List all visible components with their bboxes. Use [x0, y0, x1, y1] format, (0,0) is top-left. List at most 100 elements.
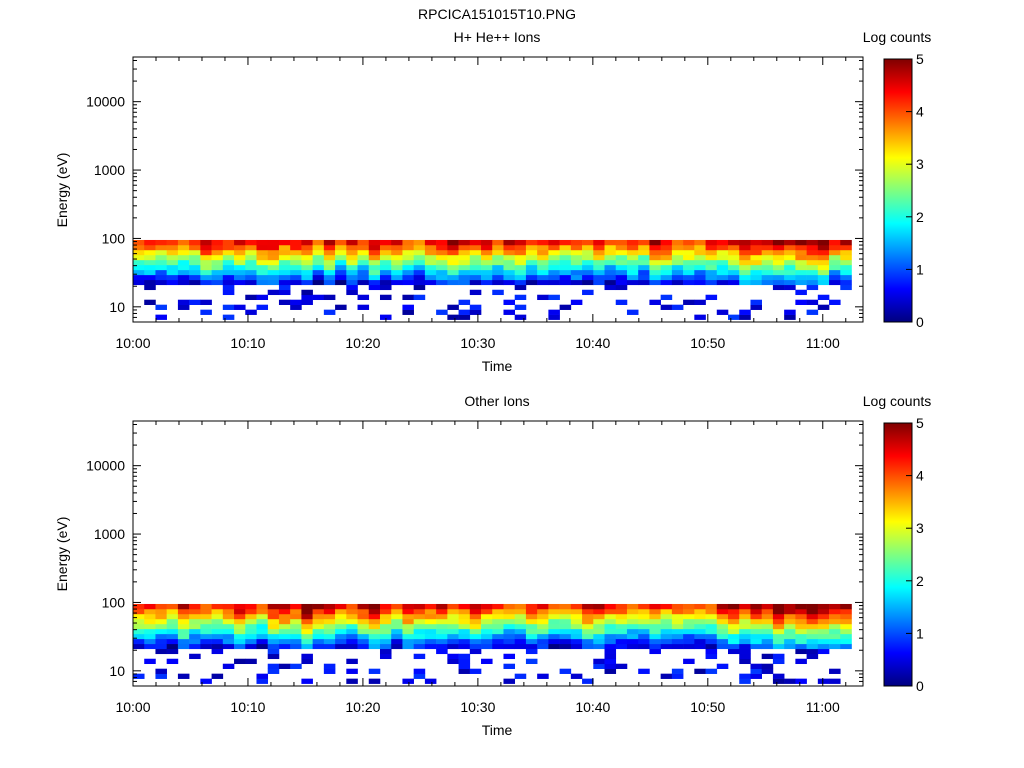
heatmap-cell — [234, 264, 246, 271]
heatmap-cell — [177, 618, 190, 625]
heatmap-cell — [245, 279, 257, 286]
heatmap-cell — [267, 618, 280, 625]
heatmap-cell — [537, 269, 549, 276]
heatmap-cell — [301, 638, 313, 645]
heatmap-cell — [481, 613, 493, 620]
heatmap-cell — [301, 279, 313, 286]
heatmap-cell — [290, 613, 302, 620]
heatmap-cell — [784, 239, 796, 246]
colorbar-gradient — [883, 58, 913, 323]
heatmap-cell — [728, 314, 740, 320]
heatmap-cell — [829, 269, 841, 276]
heatmap-cell — [829, 608, 841, 615]
panel-title: H+ He++ Ions — [454, 29, 541, 45]
heatmap-cell — [200, 269, 212, 276]
heatmap-cell — [660, 269, 673, 276]
heatmap-cell — [368, 618, 381, 625]
heatmap-cell — [166, 264, 179, 271]
heatmap-cell — [312, 269, 325, 276]
heatmap-cell — [234, 239, 246, 246]
heatmap-cell — [391, 264, 403, 271]
heatmap-cell — [649, 633, 661, 640]
heatmap-cell — [604, 658, 617, 665]
heatmap-cell — [189, 254, 201, 261]
heatmap-cell — [537, 628, 549, 635]
heatmap-cell — [368, 603, 381, 610]
heatmap-cell — [728, 633, 740, 640]
heatmap-cell — [772, 638, 785, 645]
heatmap-cell — [604, 618, 617, 625]
heatmap-cell — [660, 274, 673, 281]
heatmap-cell — [582, 269, 594, 276]
heatmap-cell — [750, 608, 762, 615]
heatmap-cell — [649, 623, 661, 630]
heatmap-cell — [638, 249, 650, 256]
heatmap-cell — [840, 613, 852, 620]
heatmap-cell — [357, 618, 370, 625]
heatmap-cell — [413, 628, 426, 635]
heatmap-cell — [626, 274, 639, 281]
heatmap-cell — [761, 628, 774, 635]
heatmap-cell — [335, 269, 347, 276]
heatmap-cell — [335, 254, 347, 261]
heatmap-cell — [795, 638, 807, 645]
heatmap-cell — [144, 259, 156, 266]
heatmap-cell — [514, 284, 527, 291]
heatmap-cell — [772, 658, 785, 665]
heatmap-cell — [368, 668, 381, 674]
heatmap-cell — [750, 638, 762, 645]
heatmap-cell — [638, 638, 650, 645]
heatmap-cell — [503, 663, 516, 669]
heatmap-cell — [582, 613, 594, 620]
heatmap-cell — [638, 244, 650, 251]
heatmap-cell — [144, 274, 156, 281]
heatmap-cell — [200, 613, 212, 620]
heatmap-cell — [694, 239, 706, 246]
heatmap-cell — [728, 264, 740, 271]
heatmap-cell — [559, 244, 572, 251]
heatmap-cell — [525, 274, 538, 281]
heatmap-cell — [582, 623, 594, 630]
heatmap-cell — [705, 643, 718, 650]
heatmap-cell — [481, 259, 493, 266]
heatmap-cell — [525, 648, 538, 655]
heatmap-cell — [278, 249, 291, 256]
heatmap-cell — [301, 244, 313, 251]
heatmap-cell — [413, 603, 426, 610]
heatmap-cell — [278, 663, 291, 669]
heatmap-cell — [626, 608, 639, 615]
heatmap-cell — [256, 254, 269, 261]
heatmap-cell — [582, 274, 594, 281]
heatmap-cell — [458, 653, 471, 660]
heatmap-cell — [548, 294, 560, 301]
heatmap-cell — [211, 628, 224, 635]
heatmap-cell — [278, 623, 291, 630]
heatmap-cell — [278, 269, 291, 276]
heatmap-cell — [626, 633, 639, 640]
heatmap-cell — [772, 613, 785, 620]
heatmap-cell — [739, 633, 751, 640]
y-tick-label: 10000 — [86, 458, 125, 474]
heatmap-cell — [829, 628, 841, 635]
heatmap-cell — [660, 259, 673, 266]
heatmap-cell — [436, 633, 448, 640]
heatmap-cell — [469, 608, 482, 615]
heatmap-cell — [424, 608, 437, 615]
heatmap-cell — [301, 289, 313, 296]
heatmap-cell — [840, 284, 852, 291]
heatmap-cell — [379, 274, 392, 281]
heatmap-cell — [447, 244, 459, 251]
heatmap-cell — [357, 623, 370, 630]
heatmap-cell — [133, 603, 145, 610]
heatmap-cell — [458, 633, 471, 640]
heatmap-cell — [256, 249, 269, 256]
heatmap-cell — [683, 613, 695, 620]
heatmap-cell — [559, 608, 572, 615]
heatmap-cell — [278, 608, 291, 615]
heatmap-cell — [424, 623, 437, 630]
heatmap-cell — [525, 643, 538, 650]
heatmap-cell — [312, 254, 325, 261]
heatmap-cell — [604, 623, 617, 630]
heatmap-cell — [772, 633, 785, 640]
